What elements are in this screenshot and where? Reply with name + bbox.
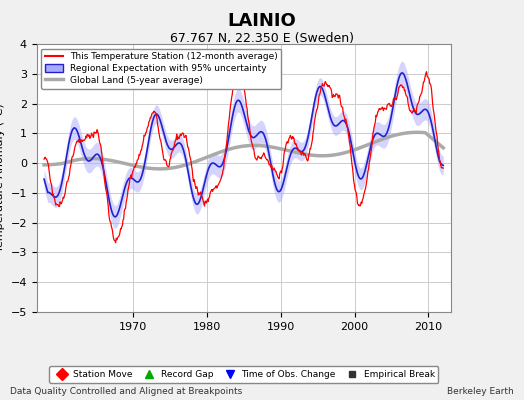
- Legend: Station Move, Record Gap, Time of Obs. Change, Empirical Break: Station Move, Record Gap, Time of Obs. C…: [49, 366, 439, 382]
- Text: Berkeley Earth: Berkeley Earth: [447, 387, 514, 396]
- Text: Data Quality Controlled and Aligned at Breakpoints: Data Quality Controlled and Aligned at B…: [10, 387, 243, 396]
- Text: 67.767 N, 22.350 E (Sweden): 67.767 N, 22.350 E (Sweden): [170, 32, 354, 45]
- Text: LAINIO: LAINIO: [227, 12, 297, 30]
- Y-axis label: Temperature Anomaly (°C): Temperature Anomaly (°C): [0, 104, 5, 252]
